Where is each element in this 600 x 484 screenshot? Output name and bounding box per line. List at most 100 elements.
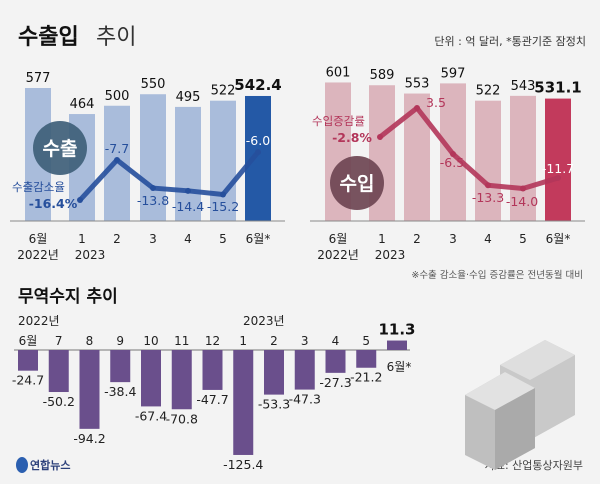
x-tick-label: 11 xyxy=(174,334,189,348)
year-label: 2022년 xyxy=(17,248,59,262)
bar xyxy=(325,350,346,373)
rate-value-label: -13.8 xyxy=(137,193,169,208)
year-label: 2022년 xyxy=(18,314,60,328)
bar-value-label: -47.7 xyxy=(196,392,228,407)
x-tick-label: 1 xyxy=(239,334,247,348)
bar xyxy=(18,350,38,371)
bar-value-label: -21.2 xyxy=(350,370,382,385)
rate-series-name: 수입증감률 xyxy=(312,114,365,128)
bar xyxy=(387,340,407,350)
rate-point xyxy=(520,185,526,192)
rate-value-label: -14.0 xyxy=(506,194,538,209)
rate-value-label: -6.5 xyxy=(440,155,464,170)
rate-point xyxy=(485,182,491,189)
rate-value-label: -11.7 xyxy=(542,161,574,176)
x-tick-label: 8 xyxy=(86,334,94,348)
rate-value-label: -13.3 xyxy=(472,190,504,205)
rate-line xyxy=(77,149,261,203)
x-tick-label: 4 xyxy=(484,232,492,246)
rate-point xyxy=(255,149,261,156)
year-label: 2023년 xyxy=(243,314,285,328)
title-bold: 수출입 xyxy=(18,25,79,50)
x-tick-label: 3 xyxy=(449,232,457,246)
logo-icon xyxy=(16,457,28,473)
x-tick-label: 12 xyxy=(205,334,220,348)
bar-value-label: -27.3 xyxy=(319,375,351,390)
x-tick-label: 2 xyxy=(270,334,278,348)
bar xyxy=(48,350,69,393)
bar xyxy=(202,350,223,390)
bar xyxy=(264,350,284,395)
bar-value-label: 550 xyxy=(141,77,166,92)
bar xyxy=(245,95,271,221)
rate-point xyxy=(450,151,456,157)
x-tick-label: 6월 xyxy=(29,232,48,246)
container-illustration xyxy=(465,340,575,470)
rate-point xyxy=(77,197,83,204)
x-tick-label: 10 xyxy=(143,334,158,348)
unit-note: 단위 : 억 달러, *통관기준 잠정치 xyxy=(434,35,586,48)
x-tick-label: 5 xyxy=(362,334,370,348)
bar xyxy=(175,106,201,221)
bar-value-label: -94.2 xyxy=(73,431,105,446)
bar-value-label: -67.4 xyxy=(135,408,167,423)
x-tick-label: 2 xyxy=(113,232,121,246)
x-tick-label: 4 xyxy=(332,334,340,348)
rate-value-label: -14.4 xyxy=(172,199,204,214)
bar-value-label: 500 xyxy=(105,89,130,104)
bar xyxy=(110,350,131,383)
year-label: 2023 xyxy=(375,248,406,262)
bar-value-label: 589 xyxy=(370,68,395,83)
bar xyxy=(171,350,192,410)
title-light: 추이 xyxy=(96,25,136,50)
bar xyxy=(210,100,236,221)
bar-value-label: 601 xyxy=(326,65,351,80)
x-tick-label: 2 xyxy=(413,232,421,246)
bar-value-label: 543 xyxy=(511,79,536,94)
rate-line xyxy=(377,105,561,191)
x-tick-label: 1 xyxy=(78,232,86,246)
bar-value-label: 522 xyxy=(476,84,501,99)
rate-value-label: -2.8% xyxy=(332,130,372,145)
rate-point xyxy=(185,187,191,194)
bar-value-label: 542.4 xyxy=(234,76,281,94)
bar-value-label: -125.4 xyxy=(223,457,263,472)
rate-value-label: -6.0 xyxy=(246,133,270,148)
bar-value-label: -47.3 xyxy=(289,392,321,407)
bar xyxy=(141,350,161,407)
logo: 연합뉴스 xyxy=(16,457,70,473)
source: 자료: 산업통상자원부 xyxy=(485,459,583,472)
rate-point xyxy=(114,157,120,163)
rate-point xyxy=(555,174,561,181)
bar xyxy=(79,350,100,429)
rate-point xyxy=(220,191,226,198)
badge-circle xyxy=(33,121,87,175)
bar-value-label: 11.3 xyxy=(378,321,415,339)
rate-point xyxy=(377,133,383,140)
bar-value-label: 522 xyxy=(211,84,236,99)
x-tick-label: 5 xyxy=(219,232,227,246)
x-tick-label: 6월* xyxy=(387,360,412,374)
bar-value-label: 553 xyxy=(405,77,430,92)
bar xyxy=(294,350,315,390)
bar xyxy=(475,100,501,221)
bar xyxy=(140,94,166,221)
x-tick-label: 3 xyxy=(149,232,157,246)
bar-value-label: -70.8 xyxy=(166,411,198,426)
rate-value-label: -16.4% xyxy=(29,196,78,211)
bar xyxy=(233,350,254,455)
rate-series-name: 수출감소율 xyxy=(12,180,65,194)
x-tick-label: 3 xyxy=(301,334,309,348)
x-tick-label: 5 xyxy=(519,232,527,246)
bar xyxy=(545,98,571,221)
x-tick-label: 7 xyxy=(55,334,63,348)
bar-value-label: -24.7 xyxy=(12,373,44,388)
x-tick-label: 6월 xyxy=(19,334,38,348)
bar-value-label: 531.1 xyxy=(534,79,581,97)
x-tick-label: 6월* xyxy=(246,232,271,246)
bar-value-label: -50.2 xyxy=(43,394,75,409)
bar xyxy=(356,350,377,368)
year-label: 2023 xyxy=(75,248,106,262)
bar-value-label: 577 xyxy=(26,71,51,86)
